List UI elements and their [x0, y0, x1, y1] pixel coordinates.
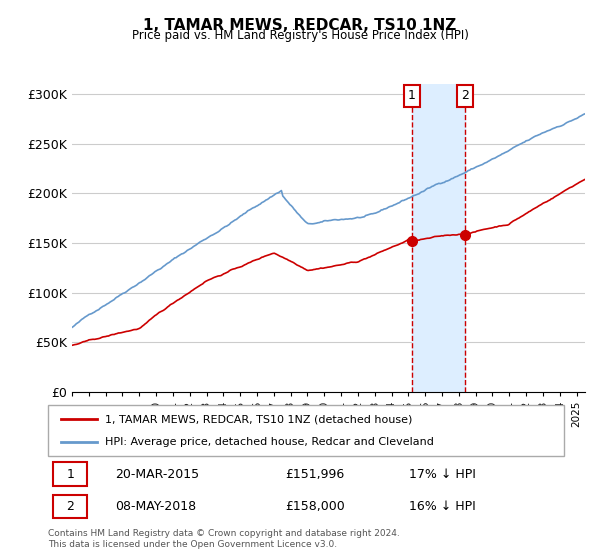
Text: Contains HM Land Registry data © Crown copyright and database right 2024.: Contains HM Land Registry data © Crown c…	[48, 529, 400, 538]
Text: £151,996: £151,996	[286, 468, 344, 480]
FancyBboxPatch shape	[48, 405, 564, 456]
Text: 1, TAMAR MEWS, REDCAR, TS10 1NZ (detached house): 1, TAMAR MEWS, REDCAR, TS10 1NZ (detache…	[105, 414, 412, 424]
Text: £158,000: £158,000	[286, 500, 345, 513]
Text: HPI: Average price, detached house, Redcar and Cleveland: HPI: Average price, detached house, Redc…	[105, 437, 434, 447]
Text: 2: 2	[66, 500, 74, 513]
Text: 1, TAMAR MEWS, REDCAR, TS10 1NZ: 1, TAMAR MEWS, REDCAR, TS10 1NZ	[143, 18, 457, 33]
Text: Price paid vs. HM Land Registry's House Price Index (HPI): Price paid vs. HM Land Registry's House …	[131, 29, 469, 42]
FancyBboxPatch shape	[53, 463, 86, 486]
Bar	[412, 84, 465, 392]
Text: 08-MAY-2018: 08-MAY-2018	[115, 500, 196, 513]
Text: 2: 2	[461, 90, 469, 102]
FancyBboxPatch shape	[53, 494, 86, 519]
Text: This data is licensed under the Open Government Licence v3.0.: This data is licensed under the Open Gov…	[48, 540, 337, 549]
Text: 16% ↓ HPI: 16% ↓ HPI	[409, 500, 476, 513]
Text: 1: 1	[408, 90, 416, 102]
Text: 20-MAR-2015: 20-MAR-2015	[115, 468, 199, 480]
Text: 17% ↓ HPI: 17% ↓ HPI	[409, 468, 476, 480]
Text: 1: 1	[66, 468, 74, 480]
